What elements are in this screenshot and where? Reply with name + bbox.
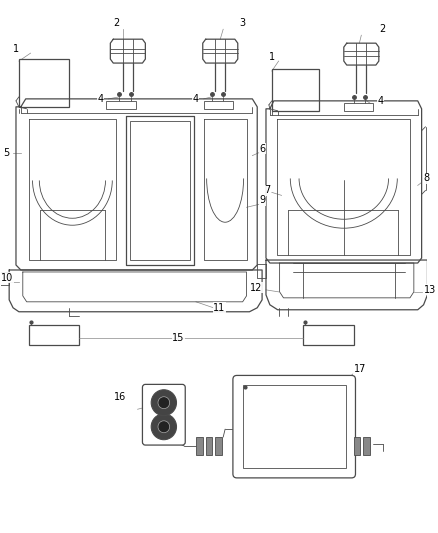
Text: 5: 5 — [4, 148, 10, 158]
Bar — [206, 437, 212, 455]
Text: 18: 18 — [250, 462, 262, 472]
Text: 7: 7 — [264, 185, 270, 196]
Text: 17: 17 — [353, 365, 366, 375]
Bar — [272, 69, 318, 111]
Text: 11: 11 — [213, 303, 226, 313]
Text: 4: 4 — [193, 94, 199, 104]
Bar — [363, 437, 370, 455]
Text: 1: 1 — [13, 44, 19, 54]
Bar — [196, 437, 203, 455]
Text: 10: 10 — [1, 273, 14, 283]
Ellipse shape — [158, 397, 170, 409]
Text: 6: 6 — [259, 143, 265, 154]
FancyBboxPatch shape — [233, 375, 356, 478]
Text: 1: 1 — [269, 52, 275, 62]
Text: 8: 8 — [424, 173, 430, 183]
Text: 16: 16 — [113, 392, 126, 402]
Text: 4: 4 — [378, 96, 384, 106]
Bar — [28, 325, 79, 345]
Text: 13: 13 — [424, 285, 436, 295]
Text: 3: 3 — [240, 18, 246, 28]
Bar — [106, 101, 136, 109]
Bar — [215, 437, 222, 455]
Bar — [130, 121, 190, 260]
Text: 2: 2 — [113, 18, 119, 28]
Ellipse shape — [151, 414, 177, 440]
FancyBboxPatch shape — [142, 384, 185, 445]
Text: 2: 2 — [380, 24, 386, 34]
Bar — [344, 103, 373, 111]
Ellipse shape — [158, 421, 170, 433]
Text: 15: 15 — [172, 333, 185, 343]
Bar — [204, 101, 233, 109]
Bar — [243, 385, 346, 468]
Bar — [19, 59, 70, 107]
Ellipse shape — [151, 390, 177, 416]
Text: 12: 12 — [250, 283, 262, 293]
Bar — [303, 325, 353, 345]
Text: 4: 4 — [98, 94, 104, 104]
Text: 9: 9 — [259, 196, 265, 205]
Bar — [353, 437, 360, 455]
